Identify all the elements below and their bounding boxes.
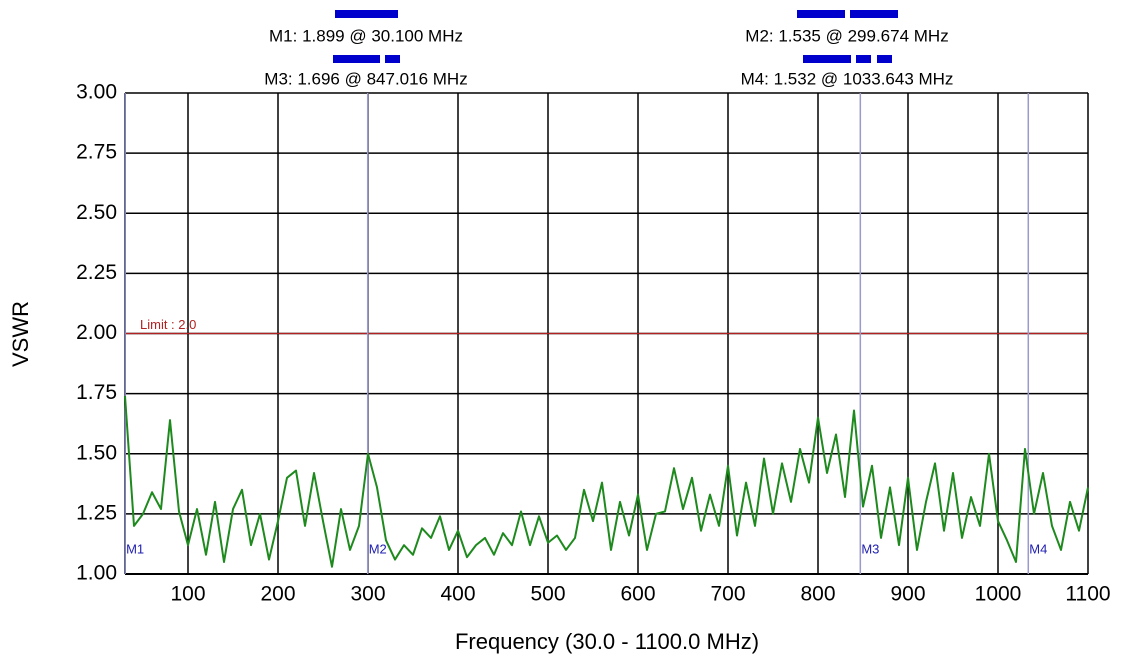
marker-name: M3 xyxy=(861,541,879,556)
x-tick-label: 800 xyxy=(800,583,835,606)
y-axis-title: VSWR xyxy=(8,301,33,367)
marker-badge xyxy=(335,10,398,18)
y-tick-label: 2.00 xyxy=(76,321,117,344)
marker-badge xyxy=(385,55,400,63)
marker-badge xyxy=(797,10,845,18)
y-tick-label: 1.75 xyxy=(76,381,117,404)
limit-label: Limit : 2.0 xyxy=(140,317,196,332)
x-tick-label: 600 xyxy=(620,583,655,606)
marker-name: M4 xyxy=(1029,541,1047,556)
y-tick-label: 2.75 xyxy=(76,141,117,164)
marker-badge xyxy=(850,10,898,18)
y-tick-label: 1.50 xyxy=(76,441,117,464)
marker-readout: M1: 1.899 @ 30.100 MHz xyxy=(269,26,463,45)
x-tick-label: 500 xyxy=(530,583,565,606)
x-tick-label: 100 xyxy=(170,583,205,606)
marker-readout: M4: 1.532 @ 1033.643 MHz xyxy=(741,69,954,88)
marker-name: M1 xyxy=(126,541,144,556)
x-tick-label: 700 xyxy=(710,583,745,606)
marker-badge xyxy=(803,55,851,63)
x-tick-label: 400 xyxy=(440,583,475,606)
y-tick-label: 2.25 xyxy=(76,261,117,284)
marker-readout: M2: 1.535 @ 299.674 MHz xyxy=(745,26,948,45)
marker-badge xyxy=(333,55,380,63)
y-tick-label: 2.50 xyxy=(76,201,117,224)
marker-readout: M3: 1.696 @ 847.016 MHz xyxy=(264,69,467,88)
y-tick-label: 1.25 xyxy=(76,501,117,524)
marker-badge xyxy=(877,55,892,63)
y-tick-label: 3.00 xyxy=(76,81,117,104)
y-tick-label: 1.00 xyxy=(76,562,117,585)
marker-name: M2 xyxy=(369,541,387,556)
data-line xyxy=(124,395,1089,568)
x-tick-label: 1100 xyxy=(1065,583,1110,606)
x-tick-label: 200 xyxy=(260,583,295,606)
marker-badge xyxy=(856,55,871,63)
x-tick-label: 1000 xyxy=(975,583,1022,606)
x-tick-label: 300 xyxy=(350,583,385,606)
x-axis-title: Frequency (30.0 - 1100.0 MHz) xyxy=(455,629,759,654)
x-tick-label: 900 xyxy=(890,583,925,606)
